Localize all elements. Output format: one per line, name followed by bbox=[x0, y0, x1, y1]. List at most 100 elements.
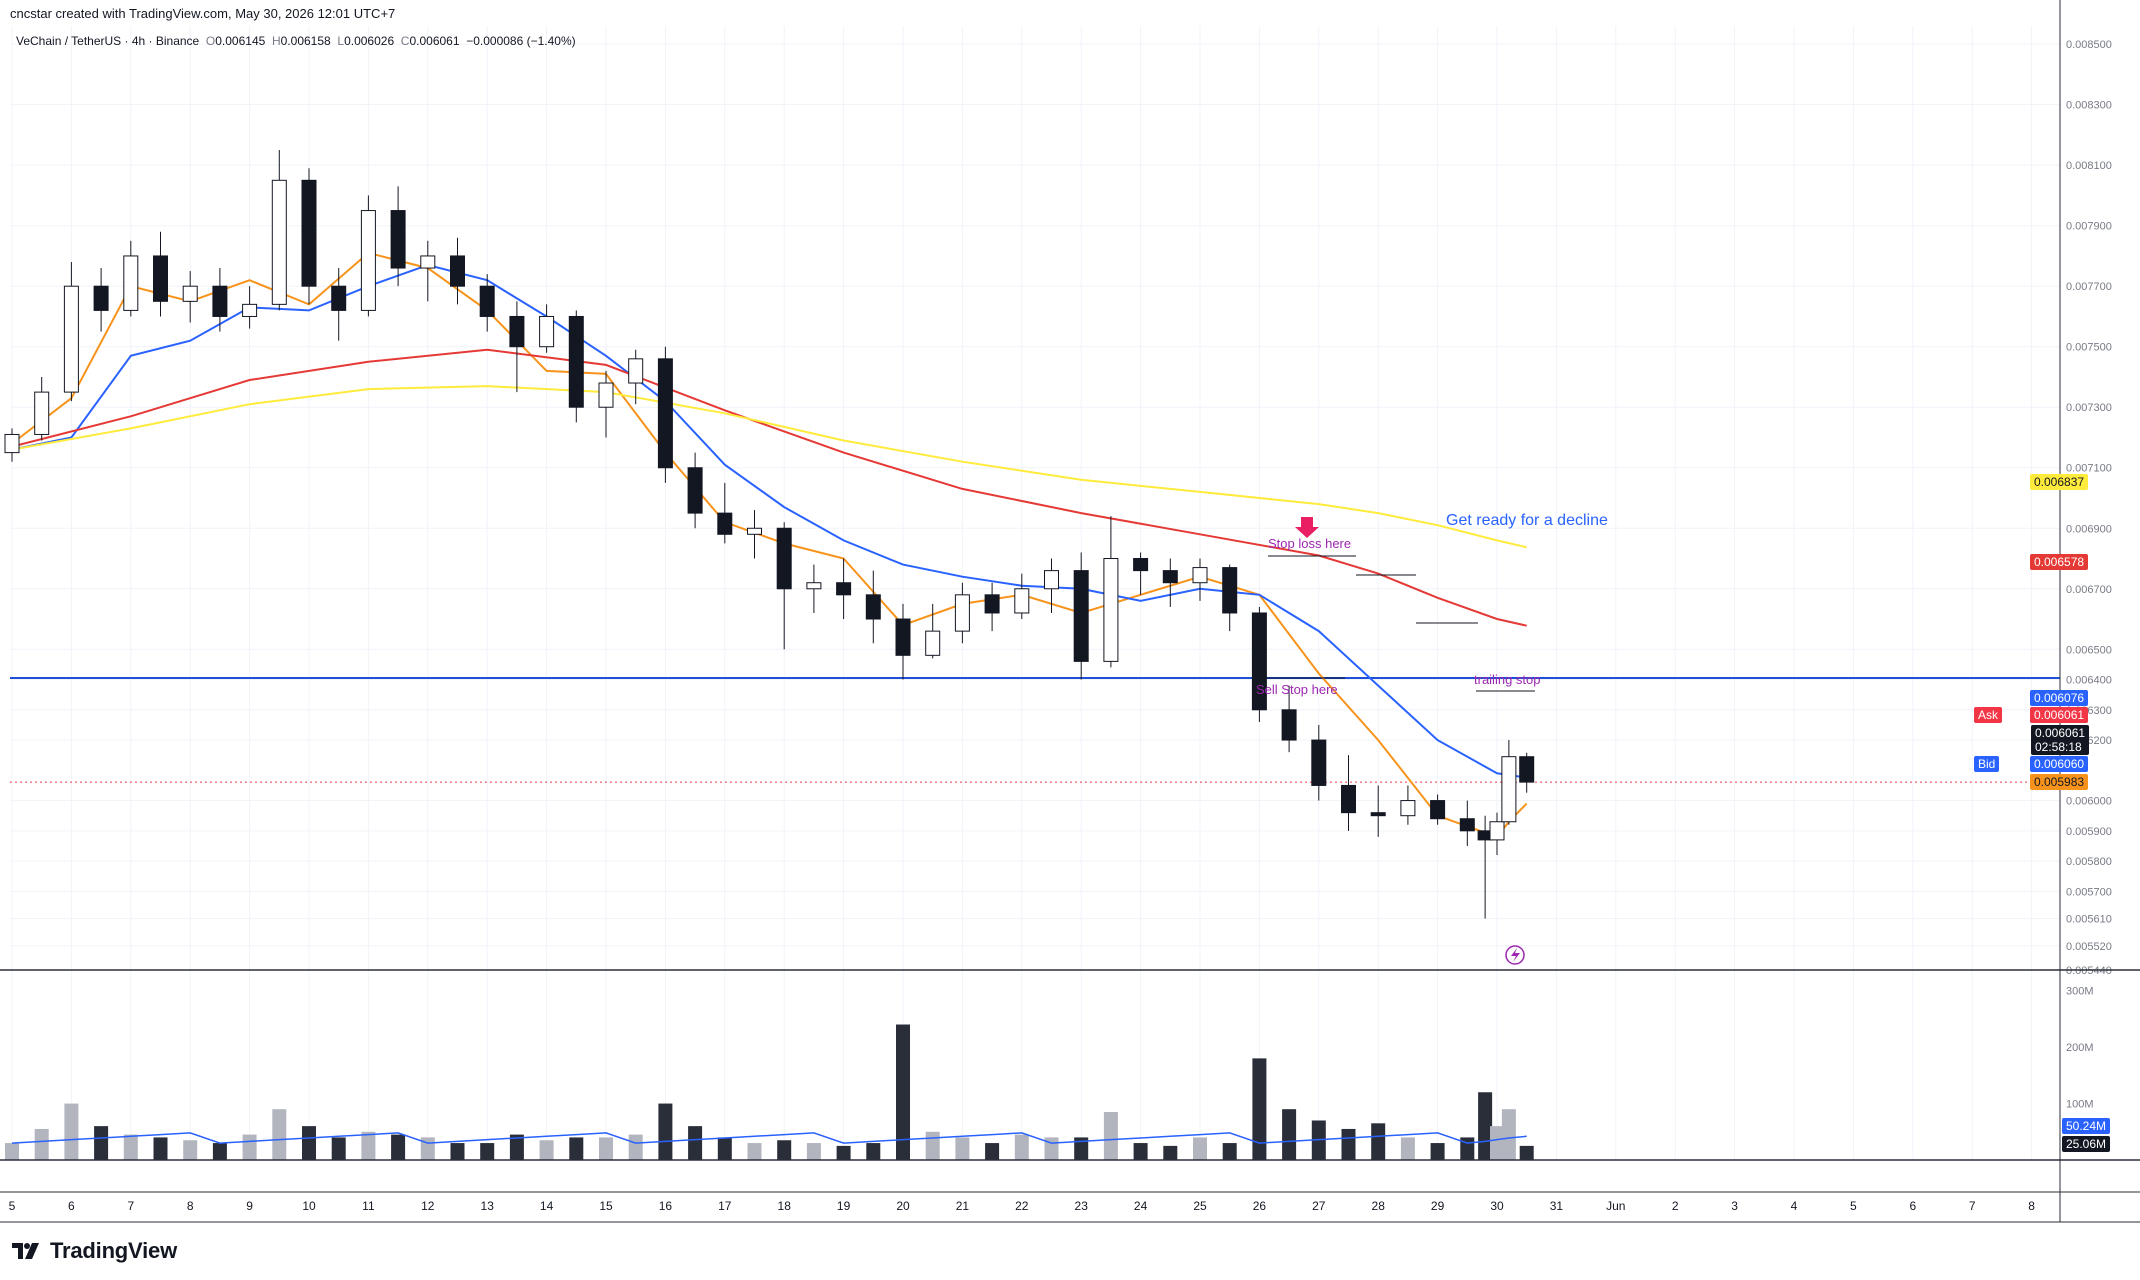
time-tick-label: 19 bbox=[837, 1199, 851, 1213]
candle-body[interactable] bbox=[390, 210, 406, 269]
candle-body[interactable] bbox=[1311, 739, 1327, 786]
candle-body[interactable] bbox=[1281, 709, 1297, 741]
candle-body[interactable] bbox=[1430, 800, 1446, 820]
candle-body[interactable] bbox=[479, 285, 495, 317]
volume-bar bbox=[1501, 1109, 1516, 1160]
time-tick-label: 14 bbox=[540, 1199, 554, 1213]
down-arrow-icon[interactable] bbox=[1295, 517, 1319, 538]
candle-body[interactable] bbox=[1489, 821, 1505, 841]
candle-body[interactable] bbox=[63, 285, 79, 393]
volume-bar bbox=[509, 1134, 524, 1160]
candle-body[interactable] bbox=[1103, 558, 1119, 662]
price-tick-label: 0.005520 bbox=[2066, 941, 2112, 953]
time-tick-label: 6 bbox=[68, 1199, 75, 1213]
candle-body[interactable] bbox=[895, 618, 911, 656]
annotation-stop-loss[interactable]: Stop loss here bbox=[1268, 536, 1352, 551]
candle-body[interactable] bbox=[212, 285, 228, 317]
candle-body[interactable] bbox=[1341, 784, 1356, 814]
bid-price-tag: 0.006060 bbox=[2030, 756, 2089, 772]
candle-body[interactable] bbox=[1162, 570, 1178, 584]
price-tick-label: 0.008100 bbox=[2066, 160, 2112, 172]
candle-body[interactable] bbox=[331, 285, 347, 311]
candle-body[interactable] bbox=[1014, 588, 1030, 614]
price-tick-label: 0.007900 bbox=[2066, 221, 2112, 233]
volume-last-tag: 25.06M bbox=[2062, 1136, 2111, 1152]
candle-body[interactable] bbox=[1192, 567, 1208, 584]
tradingview-logo[interactable]: TradingView bbox=[12, 1238, 177, 1264]
candle-body[interactable] bbox=[123, 255, 139, 311]
candle-body[interactable] bbox=[1133, 558, 1149, 572]
high-value: 0.006158 bbox=[280, 34, 331, 48]
annotation-decline[interactable]: Get ready for a decline bbox=[1446, 512, 1608, 529]
time-tick-label: 5 bbox=[1850, 1199, 1857, 1213]
candle-body[interactable] bbox=[93, 285, 109, 311]
candle-body[interactable] bbox=[301, 179, 317, 287]
time-tick-label: 5 bbox=[9, 1199, 16, 1213]
time-tick-label: 29 bbox=[1431, 1199, 1445, 1213]
candle-body[interactable] bbox=[865, 594, 881, 620]
time-tick-label: 7 bbox=[1969, 1199, 1976, 1213]
symbol-legend: VeChain / TetherUS · 4h · Binance O0.006… bbox=[16, 34, 576, 48]
candle-body[interactable] bbox=[925, 630, 941, 656]
candle-body[interactable] bbox=[1251, 612, 1267, 711]
candle-body[interactable] bbox=[806, 582, 822, 590]
candle-body[interactable] bbox=[242, 303, 258, 317]
flash-event-icon[interactable] bbox=[1505, 945, 1525, 965]
candle-body[interactable] bbox=[1073, 570, 1089, 662]
ema100-price-tag: 0.006578 bbox=[2030, 554, 2089, 570]
volume-bar bbox=[806, 1143, 821, 1160]
candle-body[interactable] bbox=[1459, 818, 1475, 832]
price-tick-label: 0.005800 bbox=[2066, 856, 2112, 868]
candle-body[interactable] bbox=[1370, 812, 1386, 817]
candle-body[interactable] bbox=[1501, 756, 1517, 823]
candle-body[interactable] bbox=[509, 315, 525, 348]
candle-body[interactable] bbox=[153, 255, 168, 302]
candle-body[interactable] bbox=[657, 358, 673, 469]
candle-body[interactable] bbox=[687, 467, 703, 514]
candles[interactable] bbox=[4, 150, 1535, 919]
candle-body[interactable] bbox=[360, 210, 376, 311]
volume-bar bbox=[1193, 1137, 1207, 1160]
candle-body[interactable] bbox=[1044, 570, 1059, 590]
price-tick-label: 0.007500 bbox=[2066, 342, 2112, 354]
annotation-sell-stop[interactable]: Sell Stop here bbox=[1256, 682, 1338, 697]
time-tick-label: 3 bbox=[1731, 1199, 1738, 1213]
candle-body[interactable] bbox=[1222, 567, 1238, 614]
volume-bar bbox=[302, 1126, 316, 1160]
time-tick-label: 27 bbox=[1312, 1199, 1326, 1213]
candle-body[interactable] bbox=[598, 382, 614, 408]
candle-body[interactable] bbox=[954, 594, 970, 632]
candle-body[interactable] bbox=[984, 594, 1000, 614]
annotation-trailing-stop[interactable]: trailing stop bbox=[1474, 672, 1541, 687]
time-tick-label: 4 bbox=[1791, 1199, 1798, 1213]
candle-body[interactable] bbox=[717, 512, 733, 535]
candle-body[interactable] bbox=[271, 179, 287, 305]
volume-bar bbox=[183, 1140, 198, 1160]
ema-line bbox=[11, 385, 1527, 549]
candle-body[interactable] bbox=[1400, 800, 1416, 817]
last-price-value: 0.006061 bbox=[2035, 726, 2086, 740]
volume-bar bbox=[212, 1143, 227, 1160]
chart-credit: cncstar created with TradingView.com, Ma… bbox=[10, 6, 396, 21]
candle-body[interactable] bbox=[628, 358, 644, 384]
candle-body[interactable] bbox=[4, 433, 20, 454]
time-tick-label: 16 bbox=[659, 1199, 673, 1213]
time-tick-label: 10 bbox=[302, 1199, 316, 1213]
candle-body[interactable] bbox=[1519, 756, 1535, 783]
candle-body[interactable] bbox=[182, 285, 198, 302]
time-tick-label: 17 bbox=[718, 1199, 732, 1213]
candle-body[interactable] bbox=[776, 527, 792, 590]
time-tick-label: 9 bbox=[246, 1199, 253, 1213]
candle-body[interactable] bbox=[836, 582, 852, 596]
volume-bar bbox=[1103, 1112, 1118, 1160]
candle-body[interactable] bbox=[539, 315, 555, 348]
candle-body[interactable] bbox=[568, 315, 584, 408]
drawings[interactable] bbox=[1258, 517, 1535, 965]
candle-body[interactable] bbox=[450, 255, 465, 287]
volume-tick-label: 200M bbox=[2066, 1042, 2094, 1054]
candle-body[interactable] bbox=[420, 255, 436, 269]
candle-body[interactable] bbox=[34, 391, 50, 435]
candle-body[interactable] bbox=[747, 527, 762, 535]
volume-bar bbox=[94, 1126, 109, 1160]
